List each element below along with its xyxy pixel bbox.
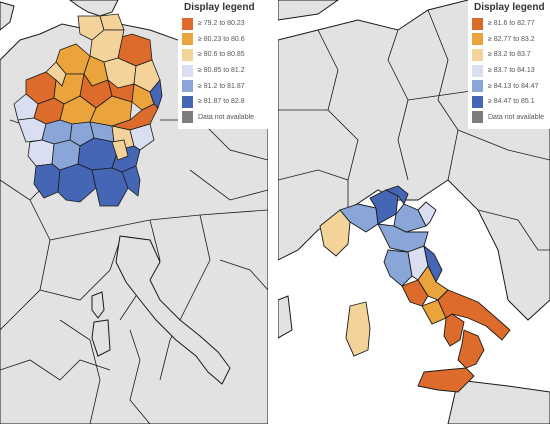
legend-label: ≥ 81.2 to 81.87 xyxy=(198,82,245,90)
region xyxy=(377,223,429,253)
region xyxy=(417,367,475,393)
legend-item: ≥ 83.7 to 84.13 xyxy=(472,63,550,79)
legend-item: ≥ 81.87 to 82.8 xyxy=(182,94,268,110)
legend-swatch xyxy=(182,17,193,30)
legend-title: Display legend xyxy=(474,2,545,13)
region xyxy=(423,244,443,284)
legend-label: ≥ 80.23 to 80.6 xyxy=(198,35,245,43)
legend-item: ≥ 83.2 to 83.7 xyxy=(472,47,550,63)
legend-item: ≥ 84.13 to 84.47 xyxy=(472,78,550,94)
legend-title: Display legend xyxy=(184,2,255,13)
legend-label: ≥ 80.85 to 81.2 xyxy=(198,67,245,75)
legend-item: ≥ 82.77 to 83.2 xyxy=(472,32,550,48)
sardinia-outline xyxy=(91,319,111,357)
legend-label: ≥ 84.13 to 84.47 xyxy=(488,82,539,90)
italy-outline xyxy=(115,235,231,385)
legend-item: ≥ 81.6 to 82.77 xyxy=(472,16,550,32)
region xyxy=(149,79,163,109)
legend-item: Data not available xyxy=(472,110,550,126)
legend-swatch xyxy=(472,95,483,108)
legend-label: ≥ 79.2 to 80.23 xyxy=(198,20,245,28)
region xyxy=(401,279,429,307)
legend-label: Data not available xyxy=(488,113,545,121)
region xyxy=(57,163,97,203)
legend-item: ≥ 80.85 to 81.2 xyxy=(182,63,268,79)
legend-swatch xyxy=(472,111,483,124)
legend-label: Data not available xyxy=(198,113,255,121)
legend-label: ≥ 82.77 to 83.2 xyxy=(488,35,535,43)
legend-swatch xyxy=(182,48,193,61)
legend-swatch xyxy=(182,33,193,46)
legend-swatch xyxy=(182,111,193,124)
legend-list: ≥ 79.2 to 80.23 ≥ 80.23 to 80.6 ≥ 80.6 t… xyxy=(182,16,268,125)
region xyxy=(417,201,437,227)
germany-map-panel: Display legend ≥ 79.2 to 80.23 ≥ 80.23 t… xyxy=(0,0,268,424)
legend-swatch xyxy=(472,80,483,93)
legend-swatch xyxy=(472,64,483,77)
legend-panel: Display legend ≥ 81.6 to 82.77 ≥ 82.77 t… xyxy=(468,0,550,130)
legend-item: ≥ 80.23 to 80.6 xyxy=(182,32,268,48)
region xyxy=(129,123,155,151)
legend-label: ≥ 80.6 to 80.85 xyxy=(198,51,245,59)
legend-label: ≥ 84.47 to 85.1 xyxy=(488,98,535,106)
legend-swatch xyxy=(472,33,483,46)
region xyxy=(345,301,371,357)
region xyxy=(121,165,141,197)
region xyxy=(384,185,409,205)
legend-item: ≥ 84.47 to 85.1 xyxy=(472,94,550,110)
germany-regions xyxy=(13,13,163,207)
legend-item: ≥ 79.2 to 80.23 xyxy=(182,16,268,32)
region xyxy=(91,167,129,207)
region xyxy=(111,139,129,161)
legend-label: ≥ 83.7 to 84.13 xyxy=(488,67,535,75)
region xyxy=(443,313,465,347)
corsica-outline xyxy=(91,291,105,319)
legend-label: ≥ 83.2 to 83.7 xyxy=(488,51,531,59)
legend-label: ≥ 81.87 to 82.8 xyxy=(198,98,245,106)
legend-swatch xyxy=(472,48,483,61)
italy-map-panel: Display legend ≥ 81.6 to 82.77 ≥ 82.77 t… xyxy=(278,0,550,424)
legend-panel: Display legend ≥ 79.2 to 80.23 ≥ 80.23 t… xyxy=(178,0,268,130)
legend-item: ≥ 81.2 to 81.87 xyxy=(182,78,268,94)
legend-item: ≥ 80.6 to 80.85 xyxy=(182,47,268,63)
legend-swatch xyxy=(182,64,193,77)
legend-item: Data not available xyxy=(182,110,268,126)
legend-swatch xyxy=(182,80,193,93)
legend-label: ≥ 81.6 to 82.77 xyxy=(488,20,535,28)
legend-swatch xyxy=(472,17,483,30)
italy-regions xyxy=(319,185,511,393)
legend-swatch xyxy=(182,95,193,108)
legend-list: ≥ 81.6 to 82.77 ≥ 82.77 to 83.2 ≥ 83.2 t… xyxy=(472,16,550,125)
region xyxy=(457,329,485,369)
